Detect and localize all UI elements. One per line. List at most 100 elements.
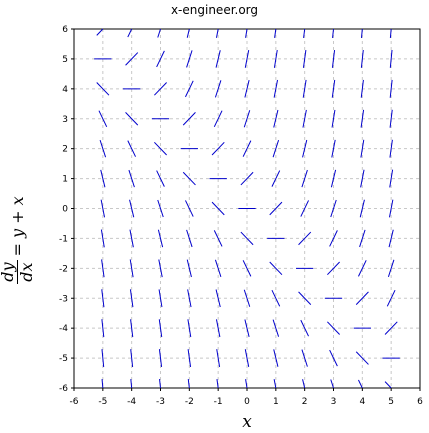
slope-segment [331,109,336,128]
slope-segment [157,199,164,218]
x-tick-label: 0 [244,397,250,407]
x-tick-label: 2 [302,397,308,407]
axis-ticks [71,28,421,391]
slope-segment [215,319,221,338]
slope-segment [300,319,309,337]
slope-segment [302,379,306,389]
slope-segment [215,50,221,68]
slope-segment [273,79,279,98]
slope-segment [187,289,192,308]
slope-segment [274,28,277,38]
slope-segment [273,49,278,68]
slope-segment [157,28,161,38]
slope-segment [242,140,252,157]
slope-segment [327,261,340,276]
slope-segment [302,79,307,98]
slope-segment [302,109,307,128]
slope-segment [355,351,369,365]
slope-segment [182,112,196,126]
y-tick-label: -4 [59,324,68,334]
slope-segment [330,169,337,188]
slope-segment [129,289,134,308]
slope-segment [213,110,223,127]
slope-segment [244,80,250,98]
slope-segment [389,79,393,98]
slope-segment [158,349,163,368]
slope-segment [273,349,279,367]
slope-segment [243,110,251,128]
slope-segment [355,291,369,305]
x-tick-label: -5 [98,397,107,407]
slope-segment [244,349,250,367]
slope-segment [125,112,139,126]
slope-segment [240,171,254,186]
y-tick-label: -1 [59,234,68,244]
slope-segment [98,110,108,127]
slope-segment [186,50,193,68]
y-label-denominator: dx [16,262,36,282]
slope-segment [130,379,133,389]
slope-segment [360,139,365,158]
x-tick-label: -2 [185,397,194,407]
x-tick-label: 1 [273,397,279,407]
slope-segment [215,28,219,38]
slope-segment [187,349,192,368]
slope-segment [389,109,393,128]
y-tick-label: 5 [62,55,68,65]
slope-segment [101,379,104,389]
slope-segment [129,259,134,278]
slope-segment [389,139,393,158]
slope-segment [360,49,364,68]
slope-segment [158,289,163,308]
x-tick-label: -3 [156,397,165,407]
slope-segment [186,28,190,38]
slope-segment [211,141,225,156]
x-axis-label: x [242,412,252,432]
y-tick-label: -2 [59,264,68,274]
slope-segment [100,199,106,218]
y-label-rhs: = y + x [7,196,27,257]
slope-segment [271,170,281,187]
slope-segment [273,109,279,128]
slope-segment [130,319,134,338]
slope-segment [101,349,105,368]
y-tick-label: -6 [59,384,68,394]
slope-segment [96,28,104,36]
slope-segment [298,291,312,305]
y-tick-label: 4 [62,85,68,95]
slope-segment [327,321,340,335]
slope-segment [271,290,281,307]
slope-segment [214,80,222,98]
slope-segment [331,79,336,98]
slope-segment [129,229,134,248]
y-tick-label: 1 [62,175,68,185]
slope-segment [159,379,161,389]
slope-segment [272,139,280,158]
y-tick-label: -5 [59,354,68,364]
slope-segment [358,379,363,389]
y-tick-label: 2 [62,145,68,155]
slope-segment [100,229,105,248]
slope-segment [388,229,394,248]
slope-segment [128,169,135,188]
x-tick-label: -4 [127,397,136,407]
slope-segment [302,49,307,68]
slope-segment [360,109,365,128]
slope-segment [329,349,338,367]
slope-segment [360,169,365,188]
slope-segment [127,28,133,38]
slope-segment [214,259,222,278]
y-axis-label: dy dx = y + x [0,180,36,300]
y-tick-label: 3 [62,115,68,125]
slope-segment [300,200,309,217]
slope-segment [298,231,312,246]
slope-segment [101,259,105,278]
slope-segment [186,229,193,248]
slope-segment [156,170,165,187]
x-tick-label: -1 [214,397,223,407]
slope-segment [96,82,110,96]
slope-segment [384,381,392,389]
slope-segments [94,28,400,389]
slope-segment [360,79,364,98]
